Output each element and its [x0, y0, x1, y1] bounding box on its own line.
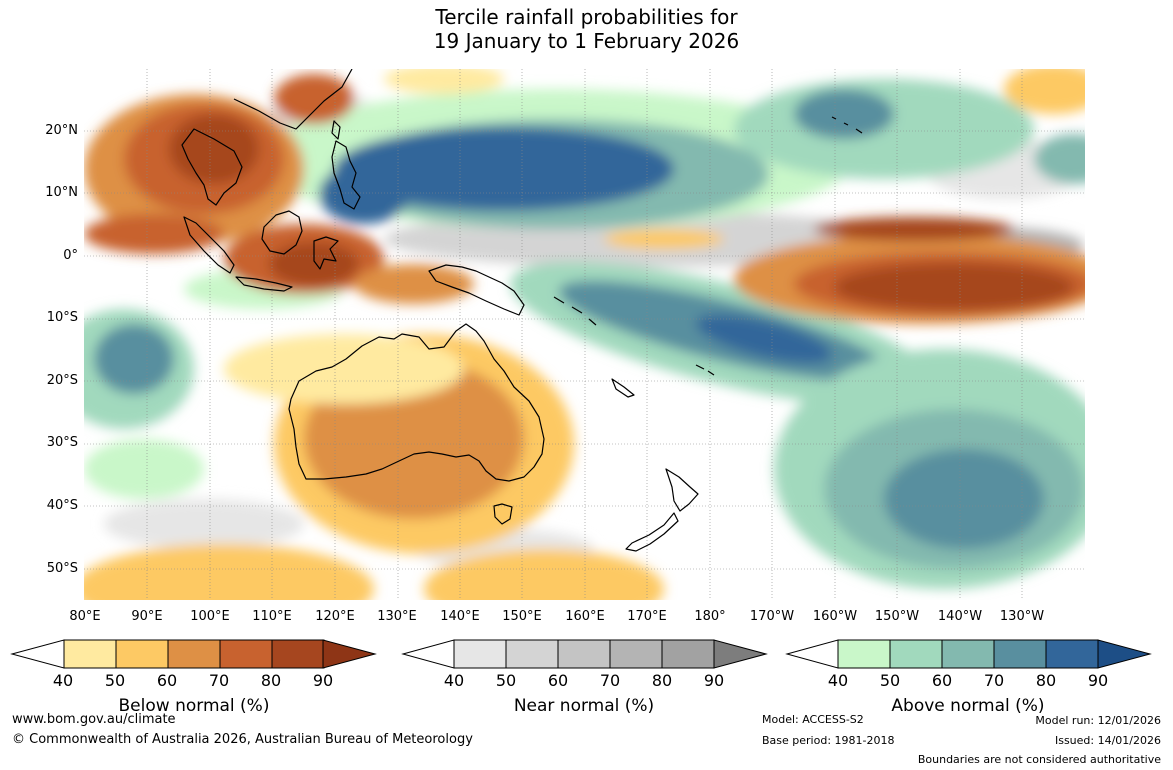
above-swatch-50	[889, 639, 943, 669]
model-run-date: Model run: 12/01/2026	[1035, 714, 1161, 727]
below-swatch-70	[219, 639, 273, 669]
cb-below-tick-70: 70	[208, 671, 230, 690]
cb-near-tick-90: 90	[703, 671, 725, 690]
lon-label-150w: 150°W	[874, 609, 920, 624]
above-swatch-40	[837, 639, 891, 669]
lat-label-20n: 20°N	[45, 123, 78, 138]
philippines-coastline	[331, 140, 361, 210]
solomon-islands-coastline	[553, 296, 597, 326]
lon-label-80e: 80°E	[69, 609, 101, 624]
taiwan-coastline	[331, 120, 341, 140]
above-swatch-80	[1045, 639, 1099, 669]
near-swatch-60	[557, 639, 611, 669]
map-title-line2: 19 January to 1 February 2026	[433, 29, 740, 53]
java-coastline	[235, 276, 293, 292]
below-swatch-60	[167, 639, 221, 669]
cb-near-tick-60: 60	[547, 671, 569, 690]
lat-label-10s: 10°S	[46, 310, 78, 325]
hawaii-coastline	[831, 116, 863, 134]
borneo-coastline	[261, 210, 303, 255]
cb-above-tick-70: 70	[983, 671, 1005, 690]
asia-coast-coastline	[233, 69, 353, 130]
lat-label-30s: 30°S	[46, 435, 78, 450]
lon-label-150e: 150°E	[502, 609, 542, 624]
fiji-coastline	[695, 364, 715, 376]
near-swatch-50	[505, 639, 559, 669]
lon-label-140w: 140°W	[937, 609, 983, 624]
cb-near-tick-70: 70	[599, 671, 621, 690]
lon-label-110e: 110°E	[252, 609, 292, 624]
lon-label-180: 180°	[694, 609, 726, 624]
cb-near-tick-80: 80	[651, 671, 673, 690]
issued-date: Issued: 14/01/2026	[1054, 734, 1161, 747]
cb-above-tick-80: 80	[1035, 671, 1057, 690]
near-swatch-40	[453, 639, 507, 669]
below-swatch-50	[115, 639, 169, 669]
rainfall-probability-map	[84, 69, 1085, 600]
lat-label-40s: 40°S	[46, 498, 78, 513]
lon-label-130e: 130°E	[377, 609, 417, 624]
lon-label-100e: 100°E	[190, 609, 230, 624]
colorbar-below-swatches	[63, 639, 325, 669]
colorbar-near-swatches	[453, 639, 715, 669]
probability-shading	[84, 69, 1085, 600]
indochina-coastline	[181, 128, 243, 206]
cb-below-tick-60: 60	[156, 671, 178, 690]
colorbar-near-title: Near normal (%)	[513, 696, 655, 716]
cb-below-tick-50: 50	[104, 671, 126, 690]
colorbar-below-title: Below normal (%)	[118, 696, 270, 716]
below-swatch-40	[63, 639, 117, 669]
new-caledonia-coastline	[611, 378, 635, 398]
cb-above-tick-60: 60	[931, 671, 953, 690]
colorbar-below-normal	[10, 639, 377, 669]
near-swatch-80	[661, 639, 715, 669]
lat-label-equator: 0°	[63, 248, 78, 263]
copyright-text: © Commonwealth of Australia 2026, Austra…	[12, 732, 473, 747]
colorbar-above-normal	[785, 639, 1152, 669]
lon-label-140e: 140°E	[440, 609, 480, 624]
cb-above-tick-90: 90	[1087, 671, 1109, 690]
graticule	[84, 69, 1085, 600]
sulawesi-coastline	[313, 236, 339, 270]
above-swatch-70	[993, 639, 1047, 669]
near-swatch-70	[609, 639, 663, 669]
new-zealand-south-coastline	[625, 512, 679, 552]
australia-coastline	[288, 323, 545, 482]
map-title-line1: Tercile rainfall probabilities for	[435, 5, 738, 29]
sumatra-coastline	[183, 216, 235, 274]
colorbar-near-normal	[401, 639, 768, 669]
cb-above-tick-40: 40	[827, 671, 849, 690]
lon-label-170e: 170°E	[627, 609, 667, 624]
cb-below-tick-40: 40	[52, 671, 74, 690]
bom-climate-link[interactable]: www.bom.gov.au/climate	[12, 712, 176, 727]
model-name: Model: ACCESS-S2	[762, 713, 864, 726]
lon-label-120e: 120°E	[315, 609, 355, 624]
cb-near-tick-50: 50	[495, 671, 517, 690]
below-swatch-80	[271, 639, 325, 669]
above-swatch-60	[941, 639, 995, 669]
base-period: Base period: 1981-2018	[762, 734, 895, 747]
near-swatch-90	[713, 639, 768, 669]
below-swatch-90	[322, 639, 377, 669]
lon-label-160e: 160°E	[565, 609, 605, 624]
lat-label-10n: 10°N	[45, 185, 78, 200]
lon-label-130w: 130°W	[999, 609, 1045, 624]
cb-above-tick-50: 50	[879, 671, 901, 690]
lat-label-50s: 50°S	[46, 561, 78, 576]
lon-label-170w: 170°W	[749, 609, 795, 624]
lon-label-160w: 160°W	[812, 609, 858, 624]
cb-near-tick-40: 40	[443, 671, 465, 690]
above-swatch-90	[1097, 639, 1152, 669]
tasmania-coastline	[493, 503, 513, 525]
lon-label-90e: 90°E	[131, 609, 163, 624]
cb-below-tick-90: 90	[312, 671, 334, 690]
lat-label-20s: 20°S	[46, 373, 78, 388]
new-zealand-north-coastline	[665, 468, 699, 512]
colorbar-above-title: Above normal (%)	[891, 696, 1045, 716]
new-guinea-coastline	[428, 264, 525, 316]
cb-below-tick-80: 80	[260, 671, 282, 690]
boundaries-disclaimer: Boundaries are not considered authoritat…	[917, 753, 1161, 766]
coastlines	[181, 69, 863, 552]
colorbar-above-swatches	[837, 639, 1099, 669]
